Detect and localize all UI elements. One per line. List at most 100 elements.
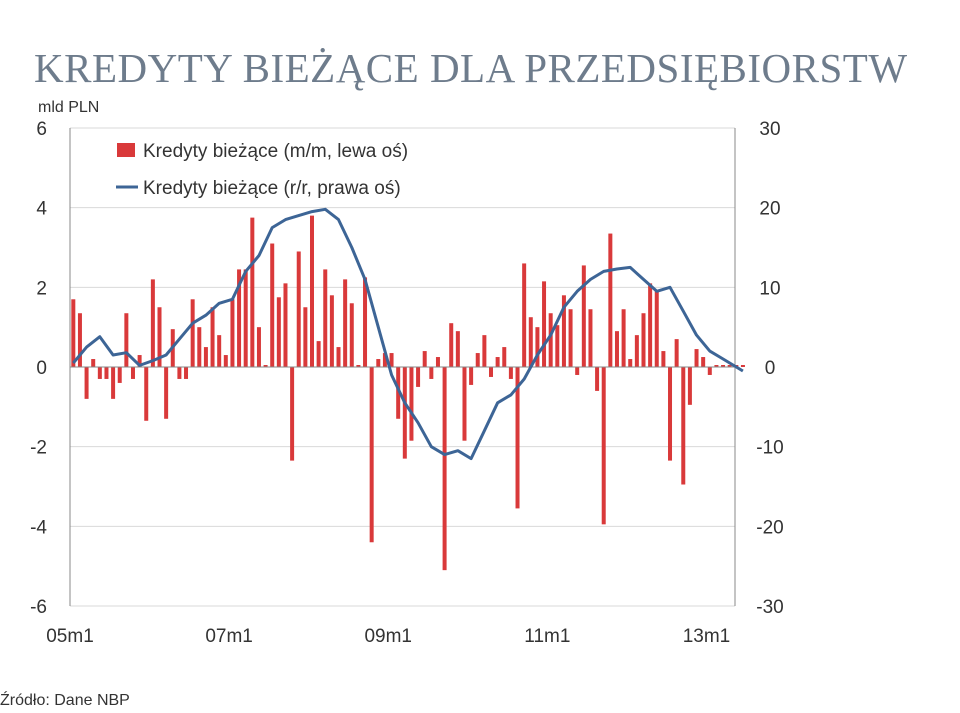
bar <box>727 365 732 367</box>
bar <box>104 367 109 379</box>
bar <box>416 367 421 387</box>
bar <box>449 323 454 367</box>
bar <box>641 313 646 367</box>
bar <box>535 327 540 367</box>
bar <box>396 367 401 419</box>
bar <box>714 365 719 367</box>
right-tick-label: -10 <box>756 438 783 459</box>
bar <box>681 367 686 485</box>
bar <box>694 349 699 367</box>
bar <box>674 339 679 367</box>
bar <box>542 281 547 367</box>
bar <box>575 367 580 375</box>
bar <box>343 279 348 367</box>
left-tick-label: 6 <box>36 119 47 140</box>
bar <box>661 351 666 367</box>
x-tick-label: 13m1 <box>683 626 731 647</box>
bar <box>608 233 613 367</box>
bar <box>84 367 89 399</box>
right-tick-label: 20 <box>759 199 780 220</box>
bar <box>402 367 407 459</box>
bar <box>270 243 275 367</box>
bar <box>548 313 553 367</box>
legend-line-label: Kredyty bieżące (r/r, prawa oś) <box>143 178 401 199</box>
bar <box>144 367 149 421</box>
bar <box>555 325 560 367</box>
bar <box>296 251 301 367</box>
left-tick-label: -6 <box>30 597 47 618</box>
right-tick-label: -30 <box>756 597 783 618</box>
bar <box>197 327 202 367</box>
bar <box>263 365 268 367</box>
bar <box>568 309 573 367</box>
bar <box>687 367 692 405</box>
bar-series <box>71 215 745 571</box>
bar <box>442 367 447 571</box>
bar <box>455 331 460 367</box>
bar <box>389 353 394 367</box>
bar <box>111 367 116 399</box>
bar <box>515 367 520 509</box>
bar <box>740 365 745 367</box>
bar <box>303 307 308 367</box>
bar <box>349 303 354 367</box>
bar <box>634 335 639 367</box>
bar <box>382 353 387 367</box>
bar <box>469 367 474 385</box>
bar <box>237 269 242 367</box>
bar <box>71 299 76 367</box>
bar <box>376 359 381 367</box>
bar <box>429 367 434 379</box>
bar <box>309 215 314 367</box>
bar <box>77 313 82 367</box>
line-series <box>72 207 744 461</box>
bar <box>475 353 480 367</box>
axes <box>69 128 736 606</box>
left-tick-label: -2 <box>30 438 47 459</box>
bar <box>508 367 513 379</box>
bar <box>177 367 182 379</box>
bar <box>668 367 673 461</box>
legend-bar-label: Kredyty bieżące (m/m, lewa oś) <box>143 141 408 162</box>
bar <box>256 327 261 367</box>
bar <box>250 217 255 367</box>
bar <box>701 357 706 367</box>
bar <box>528 317 533 367</box>
bar <box>621 309 626 367</box>
bar <box>190 299 195 367</box>
bar <box>462 367 467 441</box>
bar <box>422 351 427 367</box>
bar <box>336 347 341 367</box>
bar <box>721 365 726 367</box>
left-tick-label: -4 <box>30 517 47 538</box>
left-tick-label: 2 <box>36 278 47 299</box>
right-tick-label: 30 <box>759 119 780 140</box>
legend-bar-swatch <box>117 143 135 157</box>
bar <box>210 307 215 367</box>
bar <box>316 341 321 367</box>
left-tick-label: 4 <box>36 199 47 220</box>
right-tick-label: 0 <box>765 358 776 379</box>
bar <box>223 355 228 367</box>
bar <box>276 297 281 367</box>
bar <box>648 283 653 367</box>
bar <box>97 367 102 379</box>
bar <box>409 367 414 441</box>
bar <box>588 309 593 367</box>
bar <box>654 291 659 367</box>
series-line <box>72 207 744 461</box>
bar <box>707 367 712 375</box>
bar <box>601 367 606 525</box>
bar <box>243 269 248 367</box>
bar <box>230 299 235 367</box>
bar <box>117 367 122 383</box>
bar <box>561 295 566 367</box>
bar <box>363 277 368 367</box>
bar <box>91 359 96 367</box>
bar <box>217 335 222 367</box>
bar <box>157 307 162 367</box>
bar <box>164 367 169 419</box>
right-tick-label: 10 <box>759 278 780 299</box>
